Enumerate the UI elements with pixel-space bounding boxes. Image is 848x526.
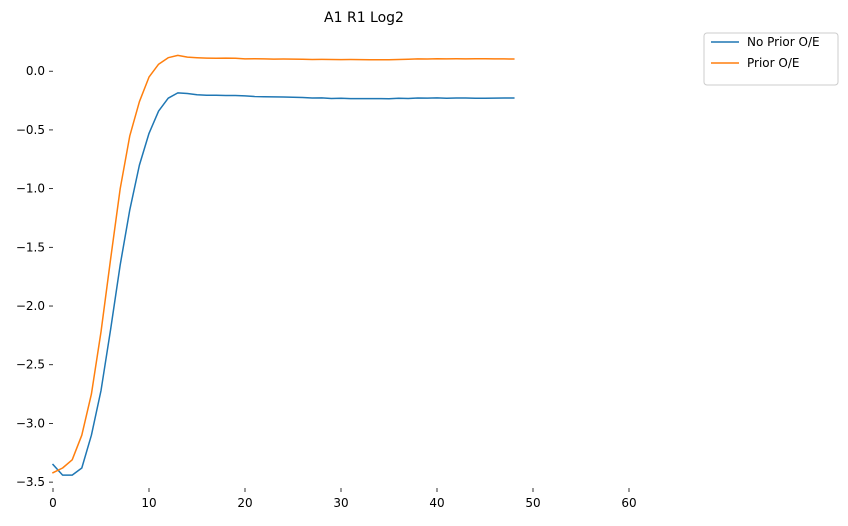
legend: No Prior O/E Prior O/E (703, 32, 839, 86)
x-tick-label: 0 (49, 496, 57, 510)
y-tick-label: −1.5 (16, 240, 45, 254)
legend-box (703, 32, 839, 86)
y-tick-label: −3.5 (16, 475, 45, 489)
y-tick-label: −2.0 (16, 299, 45, 313)
legend-label: No Prior O/E (747, 35, 820, 49)
y-tick-label: −1.0 (16, 182, 45, 196)
x-tick-label: 10 (141, 496, 156, 510)
x-tick-label: 50 (525, 496, 540, 510)
series-line-no-prior-o-e (51, 92, 515, 476)
x-tick-label: 60 (621, 496, 636, 510)
y-tick-label: −2.5 (16, 358, 45, 372)
x-tick-label: 20 (237, 496, 252, 510)
series-line-prior-o-e (51, 54, 515, 474)
x-tick-label: 40 (429, 496, 444, 510)
y-tick-label: −0.5 (16, 123, 45, 137)
plot-lines (51, 54, 515, 476)
x-axis: 0 10 20 30 40 50 60 (49, 488, 637, 510)
x-tick-label: 30 (333, 496, 348, 510)
y-axis: 0.0 −0.5 −1.0 −1.5 −2.0 −2.5 −3.0 −3.5 (16, 64, 53, 489)
legend-label: Prior O/E (747, 56, 799, 70)
y-tick-label: 0.0 (26, 64, 45, 78)
chart-title: A1 R1 Log2 (324, 10, 404, 26)
y-tick-label: −3.0 (16, 416, 45, 430)
